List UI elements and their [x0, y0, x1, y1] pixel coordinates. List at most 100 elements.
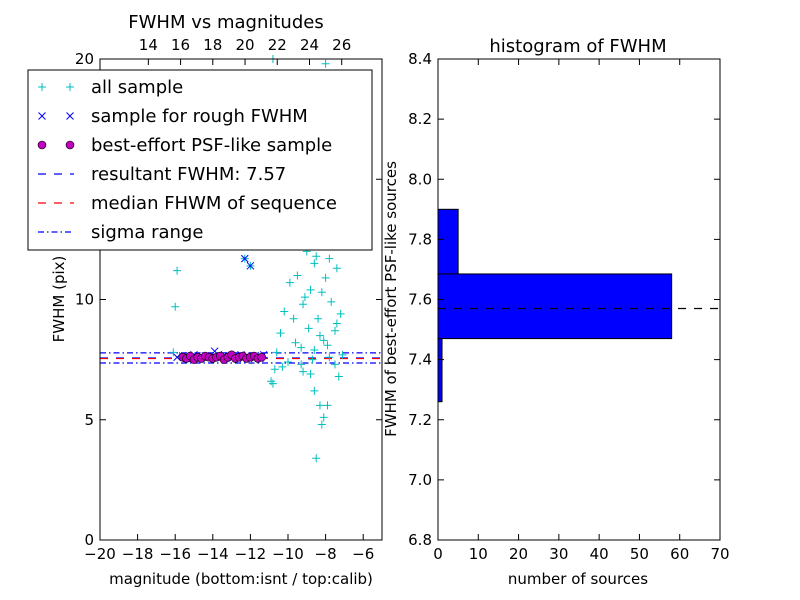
y-tick-label: 20 — [75, 50, 94, 68]
y-tick-label: 7.4 — [408, 351, 432, 369]
legend-marker-plus — [38, 83, 46, 91]
data-point-all-sample — [270, 365, 279, 374]
legend-box — [27, 69, 373, 251]
x-tick-label: −10 — [272, 545, 304, 563]
top-x-tick-label: 14 — [139, 36, 158, 54]
x-tick-label: −20 — [84, 545, 116, 563]
legend: all sample sample for rough FWHM best-effo… — [27, 69, 373, 251]
top-x-tick-label: 22 — [268, 36, 287, 54]
histogram-panel: histogram of FWHM 0 10 20 30 40 50 60 70 6.8 7.0 7… — [382, 36, 730, 588]
data-point-all-sample — [312, 454, 321, 463]
top-x-tick-label: 24 — [300, 36, 319, 54]
data-point-all-sample — [323, 341, 332, 350]
data-point-all-sample — [306, 285, 315, 294]
data-point-all-sample — [289, 314, 298, 323]
histogram-y-axis-label: FWHM of best-effort PSF-like sources — [382, 161, 400, 437]
data-point-all-sample — [332, 319, 341, 328]
x-tick-label: −8 — [315, 545, 337, 563]
data-point-all-sample — [310, 259, 319, 268]
x-tick-label: −14 — [197, 545, 229, 563]
data-point-all-sample — [300, 293, 309, 302]
data-point-rough-sample — [246, 261, 255, 270]
data-point-all-sample — [323, 401, 332, 410]
legend-label: resultant FWHM: 7.57 — [91, 164, 286, 185]
y-tick-label: 8.0 — [408, 170, 432, 188]
data-point-rough-sample — [240, 254, 249, 263]
data-point-all-sample — [317, 420, 326, 429]
x-tick-label: −18 — [122, 545, 154, 563]
data-point-all-sample — [293, 271, 302, 280]
legend-marker-plus — [66, 83, 74, 91]
legend-marker-x — [38, 112, 46, 120]
data-point-all-sample — [332, 264, 341, 273]
y-tick-label: 7.2 — [408, 411, 432, 429]
data-point-all-sample — [285, 278, 294, 287]
legend-marker-circle — [37, 140, 47, 150]
x-tick-label: 70 — [710, 545, 729, 563]
scatter-y-axis-label: FWHM (pix) — [50, 256, 68, 343]
top-x-tick-label: 26 — [332, 36, 351, 54]
data-point-all-sample — [312, 252, 321, 261]
x-tick-label: −12 — [235, 545, 267, 563]
data-point-all-sample — [306, 370, 315, 379]
data-point-all-sample — [331, 326, 339, 335]
data-point-all-sample — [278, 362, 287, 371]
histogram-x-axis-label: number of sources — [508, 570, 648, 588]
data-point-all-sample — [267, 377, 276, 386]
x-tick-label: 0 — [433, 545, 443, 563]
y-tick-label: 7.8 — [408, 230, 432, 248]
scatter-panel: FWHM vs magnitudes −20 −18 −16 −14 −12 −10 −8−… — [27, 12, 383, 588]
data-point-all-sample — [334, 372, 343, 381]
x-tick-label: 30 — [549, 545, 568, 563]
y-tick-label: 7.0 — [408, 471, 432, 489]
data-point-all-sample — [325, 353, 334, 362]
data-point-all-sample — [317, 288, 326, 297]
data-point-all-sample — [297, 343, 306, 352]
data-point-all-sample — [331, 360, 339, 369]
x-tick-label: 20 — [509, 545, 528, 563]
y-tick-label: 8.2 — [408, 110, 432, 128]
legend-label: median FHWM of sequence — [91, 193, 337, 214]
data-point-all-sample — [169, 348, 178, 357]
data-point-all-sample — [338, 350, 347, 359]
data-point-all-sample — [272, 348, 281, 357]
y-tick-label: 10 — [75, 291, 94, 309]
scatter-title: FWHM vs magnitudes — [128, 12, 323, 33]
data-point-all-sample — [327, 297, 336, 306]
data-point-all-sample — [336, 309, 345, 318]
data-point-all-sample — [315, 401, 324, 410]
data-point-all-sample — [325, 254, 334, 263]
top-x-tick-label: 18 — [203, 36, 222, 54]
data-point-all-sample — [315, 331, 324, 340]
legend-label: sigma range — [91, 222, 203, 243]
histogram-bar — [437, 338, 443, 403]
data-point-all-sample — [310, 386, 319, 395]
data-point-all-sample — [314, 314, 323, 323]
x-tick-label: 60 — [670, 545, 689, 563]
data-point-all-sample — [304, 324, 313, 333]
data-point-all-sample — [173, 266, 182, 275]
data-point-psf-sample — [257, 352, 266, 362]
legend-label: best-effort PSF-like sample — [91, 135, 332, 156]
data-point-all-sample — [276, 329, 285, 338]
legend-label: sample for rough FWHM — [91, 106, 308, 127]
top-x-tick-label: 16 — [171, 36, 190, 54]
data-point-all-sample — [284, 358, 292, 367]
histogram-title: histogram of FWHM — [489, 36, 666, 57]
data-point-all-sample — [171, 302, 180, 311]
x-tick-label: −6 — [352, 545, 374, 563]
legend-label: all sample — [91, 77, 183, 98]
legend-marker-circle — [65, 140, 75, 150]
scatter-x-axis-label: magnitude (bottom:isnt / top:calib) — [109, 570, 373, 588]
data-point-all-sample — [299, 300, 308, 309]
data-point-all-sample — [280, 307, 289, 316]
y-tick-label: 7.6 — [408, 291, 432, 309]
data-point-all-sample — [321, 59, 330, 68]
x-tick-label: 10 — [469, 545, 488, 563]
data-point-all-sample — [310, 346, 319, 355]
data-point-all-sample — [291, 338, 300, 347]
scatter-plot-area: −20 −18 −16 −14 −12 −10 −8 −6 14 16 18 20 22 24 26 0 5 10… — [75, 36, 383, 563]
legend-marker-x — [66, 112, 74, 120]
y-tick-label: 8.4 — [408, 50, 432, 68]
